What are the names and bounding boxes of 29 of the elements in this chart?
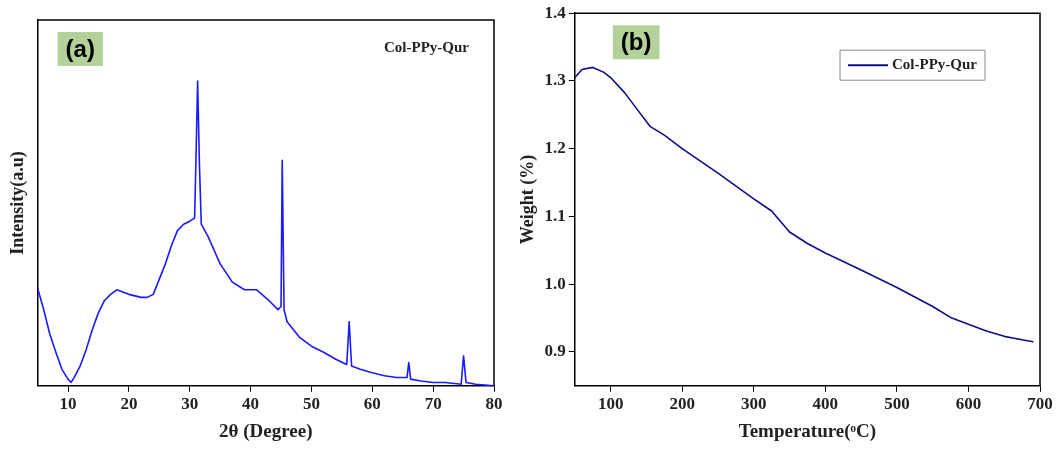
x-tick-label: 70 bbox=[424, 394, 442, 414]
x-axis-title: 2θ (Degree) bbox=[219, 419, 313, 442]
x-tick-label: 30 bbox=[181, 394, 199, 414]
y-tick-label: 0.9 bbox=[544, 341, 566, 361]
y-tick-label: 1.1 bbox=[544, 205, 566, 225]
x-tick-label: 10 bbox=[59, 394, 77, 414]
x-tick-label: 300 bbox=[741, 394, 767, 414]
text: Col-PPy-Qur bbox=[384, 38, 470, 55]
x-tick-label: 600 bbox=[955, 394, 982, 414]
y-tick-label: 1.4 bbox=[544, 2, 567, 22]
y-axis-title: Intensity(a.u) bbox=[7, 151, 29, 255]
x-tick-label: 400 bbox=[812, 394, 839, 414]
y-tick-label: 1.3 bbox=[544, 70, 566, 90]
y-tick-label: 1.2 bbox=[544, 138, 566, 158]
x-tick-label: 700 bbox=[1027, 394, 1053, 414]
x-tick-label: 100 bbox=[597, 394, 624, 414]
chart-title: (a) bbox=[65, 34, 95, 62]
x-tick-label: 20 bbox=[120, 394, 138, 414]
y-axis-title: Weight (%) bbox=[517, 154, 539, 245]
x-tick-label: 40 bbox=[242, 394, 260, 414]
x-tick-label: 80 bbox=[485, 394, 503, 414]
y-tick-label: 1.0 bbox=[544, 273, 566, 293]
legend-label: Col-PPy-Qur bbox=[892, 56, 978, 73]
x-axis-title: Temperature(ᵒC) bbox=[738, 419, 877, 442]
x-tick-label: 500 bbox=[884, 394, 910, 414]
x-tick-label: 200 bbox=[669, 394, 695, 414]
x-tick-label: 50 bbox=[302, 394, 320, 414]
x-tick-label: 60 bbox=[363, 394, 381, 414]
text: (b) bbox=[620, 27, 652, 55]
